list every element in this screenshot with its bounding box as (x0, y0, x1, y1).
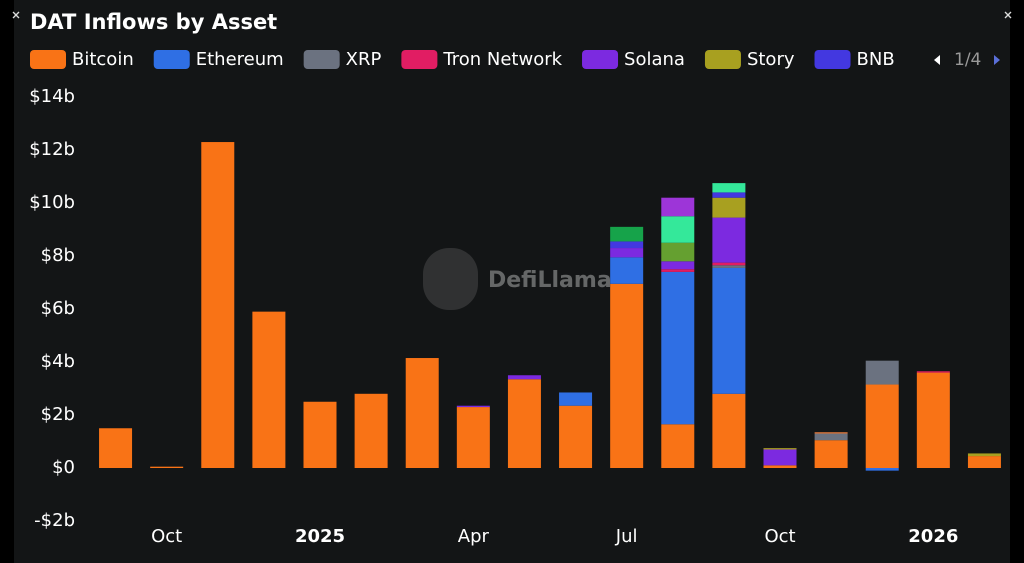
y-tick-label: $14b (29, 86, 75, 107)
bar-segment (814, 433, 848, 441)
bar-segment (507, 379, 541, 468)
legend-label: Story (747, 49, 795, 70)
bar-segment (661, 261, 695, 270)
bar-segment (865, 468, 899, 471)
bar-segment (967, 456, 1001, 468)
bar-segment (661, 271, 695, 425)
legend-swatch (30, 50, 66, 69)
bar-segment (610, 241, 644, 249)
bar-segment (610, 226, 644, 242)
watermark-text: DefiLlama (488, 268, 612, 293)
legend-swatch (303, 50, 340, 69)
bar-segment (405, 358, 439, 468)
legend-swatch (582, 50, 619, 69)
bar-segment (661, 424, 695, 468)
bar-segment (967, 453, 1001, 457)
bar-segment (559, 405, 593, 468)
bar-segment (456, 405, 490, 408)
legend-prev[interactable] (934, 55, 940, 65)
bar-segment (354, 393, 388, 468)
bar-segment (201, 142, 235, 469)
bar-segment (661, 242, 695, 262)
y-tick-label: -$2b (34, 510, 75, 531)
bar-segment (99, 428, 133, 468)
panel (14, 0, 1010, 563)
legend-swatch (401, 50, 438, 69)
bar-segment (916, 371, 950, 373)
bar-segment (916, 372, 950, 468)
y-tick-label: $6b (41, 298, 75, 319)
bar-segment (712, 192, 746, 198)
close-icon[interactable] (12, 11, 20, 19)
x-tick-label: Apr (458, 526, 490, 547)
bar-segment (712, 393, 746, 468)
bar-segment (712, 262, 746, 266)
watermark-logo (423, 248, 478, 310)
bar-segment (712, 183, 746, 193)
legend-label: Bitcoin (72, 49, 134, 70)
legend-swatch (704, 50, 741, 69)
bar-segment (661, 269, 695, 272)
bar-segment (712, 217, 746, 263)
bar-segment (559, 392, 593, 406)
legend-next[interactable] (994, 55, 1000, 65)
legend-label: Tron Network (442, 49, 562, 70)
legend-label: Ethereum (196, 49, 284, 70)
bar-segment (814, 440, 848, 468)
bar-segment (712, 197, 746, 218)
bar-segment (610, 283, 644, 468)
chart-title: DAT Inflows by Asset (30, 10, 277, 34)
legend: Bitcoin Ethereum XRP Tron Network Solana Stor… (30, 49, 895, 70)
watermark: DefiLlama (423, 248, 612, 310)
y-tick-label: $2b (41, 404, 75, 425)
expand-icon[interactable] (1004, 11, 1012, 19)
x-tick-label: Oct (764, 526, 795, 547)
legend-label: BNB (857, 49, 895, 70)
bar-segment (712, 265, 746, 268)
bar-segment (763, 465, 797, 468)
legend-page: 1/4 (954, 50, 981, 70)
x-tick-label: Jul (615, 526, 638, 547)
bar-segment (763, 448, 797, 450)
bar-segment (507, 375, 541, 380)
bar-segment (712, 267, 746, 394)
bar-segment (610, 257, 644, 284)
bar-segment (252, 311, 286, 468)
y-tick-label: $8b (41, 245, 75, 266)
y-tick-label: $4b (41, 351, 75, 372)
bar-segment (865, 360, 899, 385)
legend-swatch (814, 50, 851, 69)
bar-segment (456, 407, 490, 468)
y-tick-label: $12b (29, 139, 75, 160)
x-tick-label: 2026 (908, 526, 958, 547)
x-tick-label: 2025 (295, 526, 345, 547)
bar-segment (303, 401, 337, 468)
bar-segment (763, 449, 797, 466)
bar-segment (610, 248, 644, 258)
legend-label: Solana (624, 49, 685, 70)
y-tick-label: $10b (29, 192, 75, 213)
bar-segment (865, 384, 899, 468)
legend-label: XRP (346, 49, 382, 70)
bar-segment (150, 466, 184, 468)
bar-segment (814, 432, 848, 434)
bar-segment (661, 197, 695, 217)
x-tick-label: Oct (151, 526, 182, 547)
y-tick-label: $0 (52, 457, 75, 478)
bar-segment (661, 216, 695, 243)
legend-swatch (153, 50, 190, 69)
